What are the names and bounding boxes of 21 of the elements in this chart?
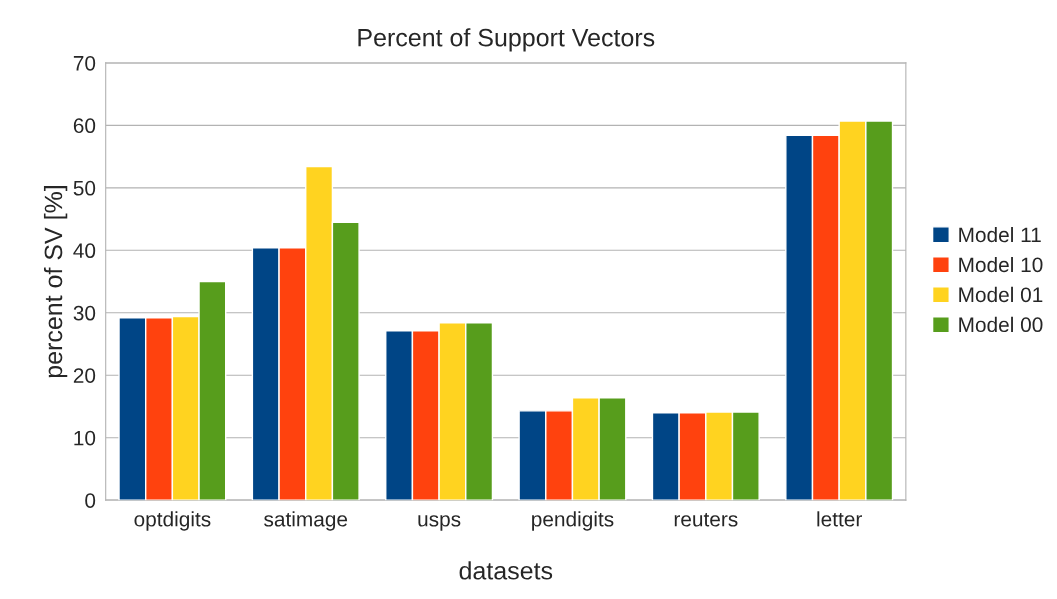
y-tick-label: 60 xyxy=(73,118,96,134)
legend-label: Model 01 xyxy=(959,286,1043,303)
x-tick-label: usps xyxy=(418,515,461,531)
chart-title: Percent of Support Vectors xyxy=(358,28,655,52)
y-tick-label: 70 xyxy=(73,55,96,71)
x-axis-title: datasets xyxy=(459,561,553,580)
y-tick-label: 20 xyxy=(73,368,96,383)
x-tick-label: optdigits xyxy=(134,511,211,531)
x-tick-label: pendigits xyxy=(532,511,614,531)
y-tick-label: 0 xyxy=(85,493,96,508)
legend-label: Model 11 xyxy=(959,226,1041,243)
x-tick-label: reuters xyxy=(674,512,738,527)
y-tick-label: 50 xyxy=(73,180,96,196)
y-tick-label: 40 xyxy=(73,243,96,259)
y-tick-label: 10 xyxy=(74,430,96,446)
x-tick-label: satimage xyxy=(264,511,348,531)
legend-label: Model 10 xyxy=(959,256,1043,273)
y-axis-title: percent of SV [%] xyxy=(43,186,68,378)
x-tick-label: letter xyxy=(817,511,862,527)
y-tick-label: 30 xyxy=(73,305,96,321)
legend-label: Model 00 xyxy=(959,316,1043,333)
